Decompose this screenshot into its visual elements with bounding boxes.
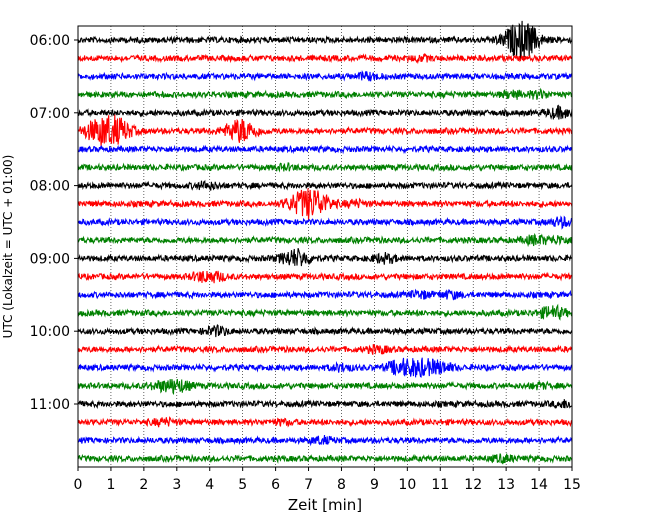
trace-row-18 [77,357,573,378]
y-tick-label: 07:00 [30,106,70,122]
trace-row-3 [77,87,573,100]
x-tick-label: 4 [205,477,214,493]
x-tick-label: 3 [172,477,181,493]
trace-row-23 [77,453,573,465]
trace-row-2 [77,69,573,82]
y-tick-label: 08:00 [30,179,70,195]
x-tick-label: 8 [337,477,346,493]
x-tick-label: 7 [304,477,313,493]
x-axis-label: Zeit [min] [288,496,362,514]
x-tick-label: 1 [106,477,115,493]
trace-row-13 [77,270,573,284]
trace-row-22 [77,434,573,447]
y-tick-label: 10:00 [30,324,70,340]
trace-row-1 [77,53,573,65]
x-tick-label: 2 [139,477,148,493]
trace-row-19 [77,379,573,396]
trace-row-5 [77,114,573,146]
x-axis: 0 1 2 3 4 5 6 7 8 9 10 11 12 13 14 15 [74,467,581,493]
trace-group [77,20,573,465]
trace-row-8 [77,179,573,191]
y-axis: 06:00 07:00 08:00 09:00 10:00 11:00 [30,33,78,413]
x-tick-label: 14 [530,477,548,493]
trace-row-10 [77,215,573,230]
trace-row-4 [77,104,573,120]
plot-frame [77,25,573,468]
trace-row-21 [77,416,573,428]
x-tick-label: 10 [398,477,416,493]
trace-row-16 [77,324,573,338]
y-tick-label: 11:00 [30,397,70,413]
x-tick-label: 12 [464,477,482,493]
trace-row-15 [77,303,573,321]
x-tick-label: 11 [431,477,449,493]
x-tick-label: 6 [271,477,280,493]
trace-row-0 [77,20,573,60]
y-axis-label: UTC (Lokalzeit = UTC + 01:00) [1,155,15,339]
x-tick-label: 5 [238,477,247,493]
x-tick-label: 13 [497,477,515,493]
trace-row-6 [77,144,573,155]
trace-row-11 [77,232,573,248]
trace-row-14 [77,288,573,301]
trace-row-20 [77,398,573,409]
trace-row-9 [77,188,573,221]
trace-row-7 [77,162,573,173]
x-tick-label: 9 [370,477,379,493]
x-tick-label: 15 [563,477,581,493]
y-tick-label: 06:00 [30,33,70,49]
trace-row-17 [77,344,573,355]
y-tick-label: 09:00 [30,251,70,267]
x-tick-label: 0 [74,477,83,493]
trace-row-12 [77,248,573,267]
